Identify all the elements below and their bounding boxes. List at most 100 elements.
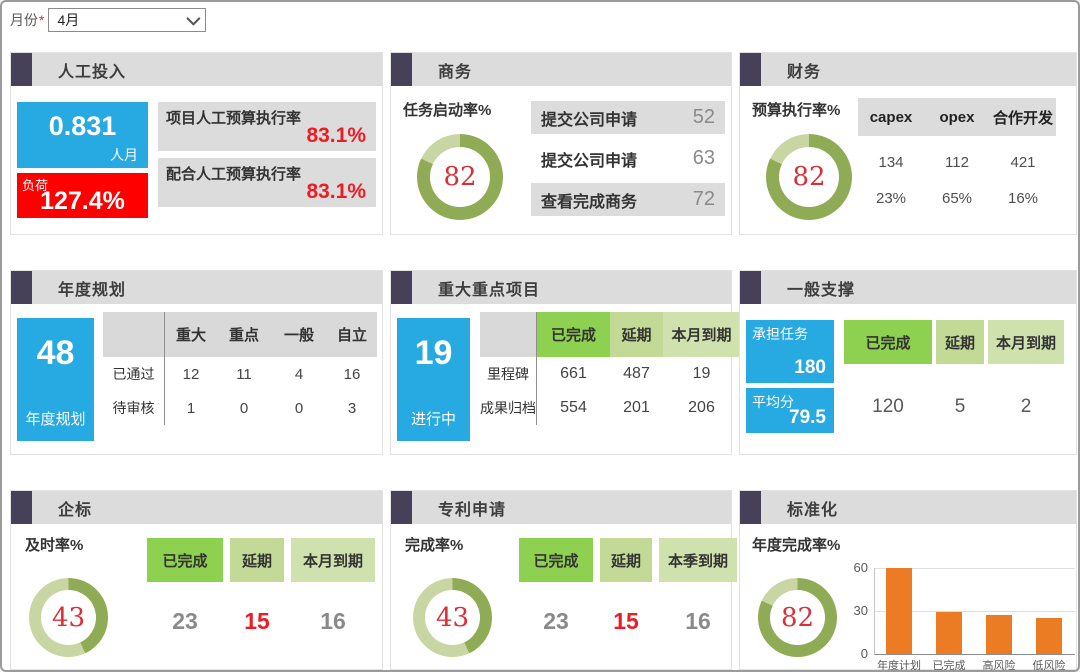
panel-annual-plan: 年度规划 48 年度规划 重大 重点 一般 自立 已通过 12 11 4 1 <box>10 270 383 455</box>
column-header: 延期 <box>936 320 984 364</box>
cell-value: 112 <box>945 154 969 171</box>
panel-enterprise-std: 企标 及时率% 43 已完成 延期 本月到期 23 15 16 <box>10 490 383 670</box>
accent-bar <box>391 491 412 524</box>
list-item-label: 提交公司申请 <box>541 152 638 170</box>
cell-value: 1 <box>186 399 196 417</box>
donut-value: 82 <box>780 602 815 633</box>
big-value: 48 <box>36 334 75 372</box>
panel-title: 财务 <box>787 63 822 81</box>
enterprise-std-donut-chart: 43 <box>29 578 108 657</box>
gridline <box>875 568 1075 569</box>
column-header: opex <box>939 108 975 126</box>
labor-monthly-unit: 人月 <box>110 147 138 163</box>
cell-value: 0 <box>294 399 304 417</box>
cell-value: 65% <box>941 190 973 207</box>
column-header: 延期 <box>230 538 284 582</box>
gauge-label: 完成率% <box>405 537 464 554</box>
cell-value: 16 <box>343 365 361 383</box>
panel-enterprise-std-header: 企标 <box>11 491 382 524</box>
business-donut-chart: 82 <box>417 134 503 220</box>
tasks-card: 承担任务 180 <box>746 320 834 383</box>
panel-title: 一般支撑 <box>787 281 856 299</box>
panel-title: 企标 <box>58 501 93 519</box>
status-value-row: 23 15 16 <box>147 608 375 635</box>
gauge-label: 及时率% <box>25 537 84 554</box>
cell-value: 201 <box>623 399 650 416</box>
labor-load-card: 负荷 127.4% <box>17 173 148 218</box>
status-value-row: 120 5 2 <box>844 396 1064 418</box>
panel-general-support-header: 一般支撑 <box>740 271 1076 304</box>
donut-value: 82 <box>792 162 826 192</box>
labor-monthly-value: 0.831 <box>48 111 117 141</box>
panel-labor: 人工投入 0.831 人月 负荷 127.4% 项目人工预算执行率 83.1% … <box>10 52 383 235</box>
card-label: 承担任务 <box>752 326 808 342</box>
bar-category-label: 年度计划 <box>877 660 921 672</box>
big-value: 19 <box>414 334 453 372</box>
cell-value: 15 <box>244 608 270 634</box>
major-projects-table: 已完成 延期 本月到期 里程碑 661 487 19 成果归档 554 201 … <box>480 312 740 425</box>
patents-donut-chart: 43 <box>413 578 492 657</box>
accent-bar <box>391 53 412 86</box>
list-item-value: 72 <box>692 188 715 210</box>
cell-value: 11 <box>236 365 252 383</box>
panel-labor-header: 人工投入 <box>11 53 382 86</box>
row-label: 已通过 <box>103 357 165 391</box>
card-value: 79.5 <box>789 407 826 428</box>
month-dropdown[interactable]: 4月 <box>48 8 207 32</box>
panel-title: 专利申请 <box>438 501 507 519</box>
bar-chart-plot-area <box>874 568 1075 655</box>
panel-grid: 人工投入 0.831 人月 负荷 127.4% 项目人工预算执行率 83.1% … <box>10 52 1077 670</box>
gauge-label: 预算执行率% <box>752 102 841 119</box>
column-header: 自立 <box>327 312 377 357</box>
metric-label: 配合人工预算执行率 <box>166 166 302 183</box>
finance-table-header: capex opex 合作开发 <box>858 98 1056 136</box>
cell-value: 19 <box>692 365 711 382</box>
standardization-donut-chart: 82 <box>758 578 837 657</box>
list-item: 提交公司申请 52 <box>531 101 725 134</box>
y-axis-tick: 0 <box>860 646 868 661</box>
finance-table-row: 23% 65% 16% <box>858 190 1056 207</box>
panel-standardization-header: 标准化 <box>740 491 1076 524</box>
panel-title: 年度规划 <box>58 281 127 299</box>
cell-value: 134 <box>878 154 904 171</box>
list-item-value: 63 <box>692 147 715 169</box>
metric-label: 项目人工预算执行率 <box>166 110 302 127</box>
panel-annual-plan-header: 年度规划 <box>11 271 382 304</box>
bar-slot <box>874 568 924 654</box>
status-value-row: 23 15 16 <box>519 608 737 635</box>
bar <box>1036 618 1062 654</box>
donut-value: 43 <box>435 602 470 633</box>
y-axis-tick: 30 <box>853 603 868 618</box>
empty-header-cell <box>103 312 165 357</box>
chevron-down-icon <box>186 11 201 26</box>
list-item-label: 查看完成商务 <box>541 193 638 211</box>
panel-title: 人工投入 <box>58 63 127 81</box>
cell-value: 12 <box>182 365 200 383</box>
column-header: 重点 <box>217 312 271 357</box>
labor-metric-support: 配合人工预算执行率 83.1% <box>158 158 376 207</box>
finance-table-row: 134 112 421 <box>858 154 1056 171</box>
bar-category-label: 高风险 <box>982 660 1016 672</box>
bar <box>986 615 1012 654</box>
big-label: 年度规划 <box>25 411 86 428</box>
metric-value: 83.1% <box>306 124 366 147</box>
list-item: 查看完成商务 72 <box>531 183 725 216</box>
bar-slot <box>974 568 1024 654</box>
panel-major-projects-header: 重大重点项目 <box>391 271 731 304</box>
empty-header-cell <box>480 312 537 357</box>
accent-bar <box>391 271 412 304</box>
month-filter: 月份 * 4月 <box>10 8 207 32</box>
cell-value: 5 <box>954 396 966 417</box>
month-dropdown-value: 4月 <box>57 12 80 28</box>
bar-chart-categories: 年度计划 已完成 高风险 低风险 <box>874 657 1074 672</box>
panel-title: 重大重点项目 <box>438 281 541 299</box>
cell-value: 16 <box>320 608 346 634</box>
accent-bar <box>11 53 32 86</box>
cell-value: 206 <box>688 399 715 416</box>
finance-donut-chart: 82 <box>766 134 852 220</box>
panel-patents-header: 专利申请 <box>391 491 731 524</box>
big-label: 进行中 <box>410 411 456 428</box>
column-header: 已完成 <box>537 312 610 357</box>
panel-standardization: 标准化 年度完成率% 82 60 30 0 年度计划 已完成 高风险 低风险 <box>739 490 1077 670</box>
